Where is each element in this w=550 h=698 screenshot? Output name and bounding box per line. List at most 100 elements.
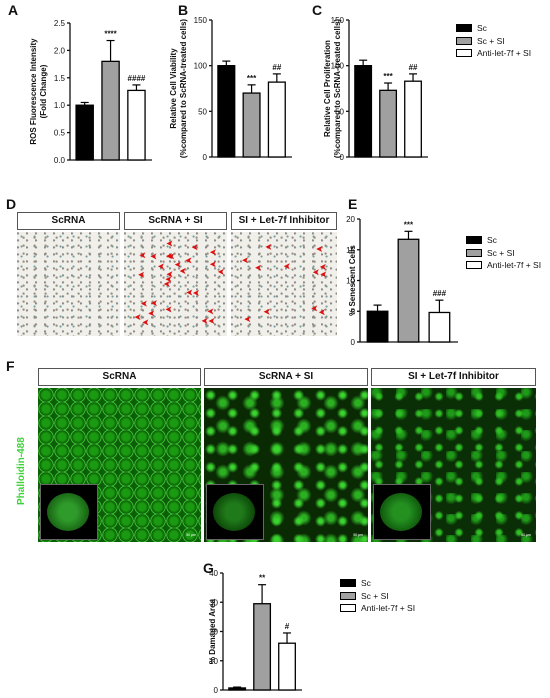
senescent-arrow xyxy=(319,263,326,270)
panel-letter-f: F xyxy=(6,358,15,374)
legend-g-item-anti: Anti-let-7f + SI xyxy=(340,602,415,615)
chart-c-bar-2 xyxy=(404,80,422,158)
senescent-arrow xyxy=(191,244,198,251)
f-inset-inhibitor xyxy=(373,484,431,540)
chart-e-tick-label-1: 5 xyxy=(351,307,356,316)
chart-c-bar-0 xyxy=(354,65,373,158)
legend-g-item-sc-si: Sc + SI xyxy=(340,590,415,603)
chart-b-tick-label-0: 0 xyxy=(203,153,208,162)
senescent-arrow xyxy=(192,290,199,297)
chart-e-tick-label-4: 20 xyxy=(346,215,355,224)
chart-c-tick-label-2: 100 xyxy=(331,62,345,71)
chart-c-tick-label-0: 0 xyxy=(340,153,345,162)
d-label-scrna: ScRNA xyxy=(17,212,120,230)
panel-letter-g: G xyxy=(203,560,214,576)
chart-b-ylabel-1: (%compared to ScRNA-treated cells) xyxy=(179,19,188,158)
panel-letter-c: C xyxy=(312,2,323,18)
senescent-arrow xyxy=(179,267,186,274)
chart-a-annotation-2: #### xyxy=(128,74,146,83)
chart-g-tick-label-4: 40 xyxy=(209,569,218,578)
chart-a-tick-label-0: 0.0 xyxy=(54,156,66,165)
chart-c-bar-1 xyxy=(379,89,398,158)
chart-a-bar-0 xyxy=(75,104,94,161)
legend-g-swatch-sc-si xyxy=(340,591,356,600)
senescent-arrow xyxy=(263,308,270,315)
senescent-arrow xyxy=(168,253,175,260)
legend-e-swatch-sc xyxy=(466,236,482,245)
chart-b-annotation-1: *** xyxy=(247,74,257,83)
senescent-arrow xyxy=(185,257,192,264)
legend-label-sc-si: Sc + SI xyxy=(477,35,505,46)
chart-c-ylabel-0: Relative Cell Proliferation xyxy=(323,40,332,137)
f-image-scrna: 50 μm xyxy=(38,388,201,542)
senescent-arrow xyxy=(150,300,157,307)
chart-c-annotation-1: *** xyxy=(383,72,393,81)
chart-g-ylabel-0: % Damaged Area xyxy=(208,598,217,664)
chart-e-bar-0 xyxy=(366,310,389,343)
legend-g-swatch-anti xyxy=(340,604,356,613)
senescent-arrow xyxy=(283,263,290,270)
chart-a-annotation-1: **** xyxy=(104,30,117,39)
f-inset-disc-scrna xyxy=(47,493,89,531)
d-image-scrna-si xyxy=(124,232,227,336)
senescent-arrow xyxy=(242,257,249,264)
chart-b-bar-0 xyxy=(217,65,236,158)
senescent-arrow xyxy=(318,309,325,316)
chart-g-tick-label-1: 10 xyxy=(209,657,218,666)
senescent-arrow xyxy=(165,306,172,313)
d-image-scrna-si-arrows xyxy=(134,240,224,326)
legend-item-sc: Sc xyxy=(456,22,531,35)
senescent-arrow xyxy=(163,281,170,288)
senescent-arrow xyxy=(139,252,146,259)
legend-swatch-sc xyxy=(456,24,472,33)
d-image-scrna xyxy=(17,232,120,336)
chart-a-tick-label-3: 1.5 xyxy=(54,74,66,83)
chart-c-tick-label-3: 150 xyxy=(331,16,345,25)
senescent-arrow xyxy=(140,300,147,307)
legend-e-item-sc-si: Sc + SI xyxy=(466,247,541,260)
chart-b-tick-label-1: 50 xyxy=(198,107,207,116)
legend-e-item-anti: Anti-let-7f + SI xyxy=(466,259,541,272)
senescent-arrow xyxy=(320,271,327,278)
legend-label-sc: Sc xyxy=(477,23,487,33)
panel-letter-d: D xyxy=(6,196,17,212)
chart-a-ylabel-1: (Fold Change) xyxy=(39,64,48,118)
chart-e-annotation-1: *** xyxy=(404,220,414,229)
panel-letter-b: B xyxy=(178,2,189,18)
chart-e-tick-label-0: 0 xyxy=(351,338,356,347)
f-scalebar-scrna-si: 50 μm xyxy=(353,533,363,537)
senescent-arrow xyxy=(150,253,157,260)
legend-item-anti: Anti-let-7f + SI xyxy=(456,47,531,60)
chart-e-bar-2 xyxy=(428,311,451,343)
chart-c-ylabel-1: (%compared to ScRNA-treated cells) xyxy=(333,19,342,158)
senescent-arrow xyxy=(265,243,272,250)
legend-g-label-sc-si: Sc + SI xyxy=(361,590,389,601)
d-image-inhibitor xyxy=(231,232,337,336)
chart-b-bar-2 xyxy=(267,81,286,158)
senescent-arrow xyxy=(209,249,216,256)
panel-letter-a: A xyxy=(8,2,19,18)
chart-a-tick-label-5: 2.5 xyxy=(54,19,66,28)
panel-letter-e: E xyxy=(348,196,358,212)
f-image-scrna-si: 50 μm xyxy=(204,388,368,542)
f-inset-disc-inhibitor xyxy=(380,493,422,531)
chart-g-tick-label-2: 20 xyxy=(209,628,218,637)
senescent-arrow xyxy=(174,261,181,268)
senescent-arrow xyxy=(134,314,141,321)
chart-e-ylabel-0: % Senescent Cells xyxy=(348,245,357,316)
d-image-inhibitor-arrows xyxy=(242,243,327,323)
legend-top: Sc Sc + SI Anti-let-7f + SI xyxy=(456,22,531,60)
chart-b-ylabel-0: Relative Cell Viability xyxy=(169,48,178,129)
legend-e-label-anti: Anti-let-7f + SI xyxy=(487,260,542,270)
chart-g-bar-2 xyxy=(278,642,296,691)
f-inset-scrna-si xyxy=(206,484,264,540)
senescent-arrow xyxy=(312,269,319,276)
chart-a-ylabel-0: ROS Fluorescence Intensity xyxy=(29,38,38,145)
chart-g-annotation-2: # xyxy=(285,622,290,631)
senescent-arrow xyxy=(201,317,208,324)
chart-a-bar-1 xyxy=(101,60,120,161)
chart-a-tick-label-4: 2.0 xyxy=(54,46,66,55)
d-label-inhibitor: SI + Let-7f Inhibitor xyxy=(231,212,337,230)
chart-b-bar-1 xyxy=(242,92,261,158)
